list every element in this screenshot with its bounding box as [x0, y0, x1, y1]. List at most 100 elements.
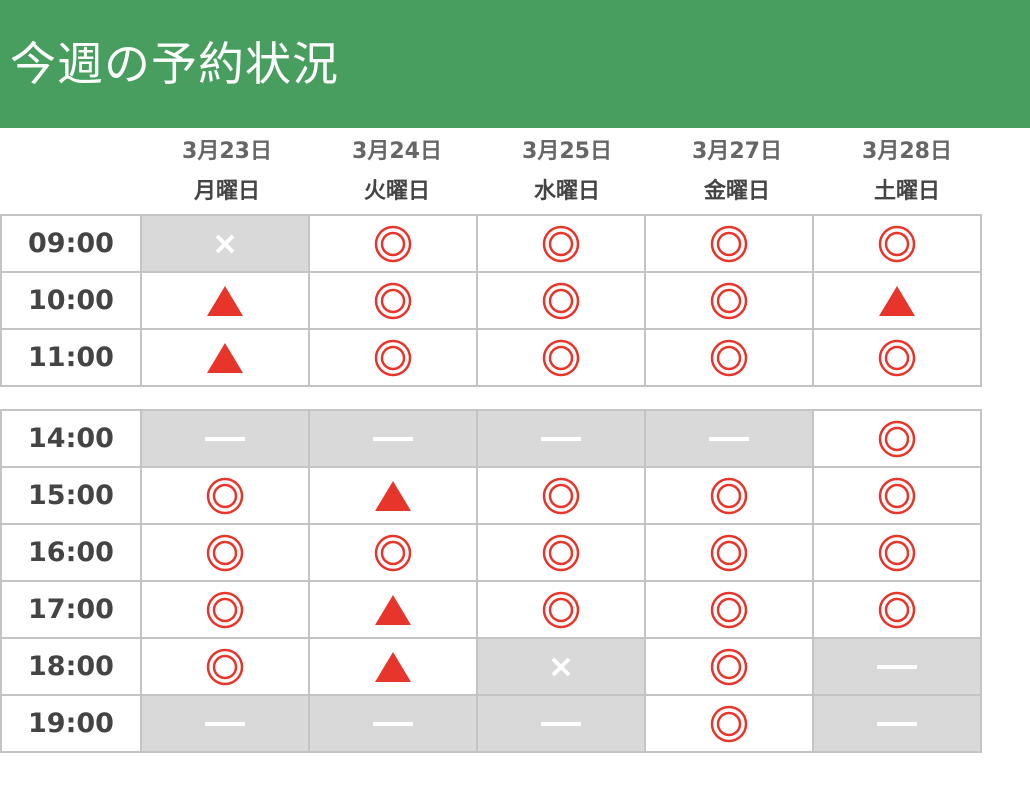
dash-icon	[205, 436, 245, 441]
slot-cell-double-circle[interactable]	[644, 580, 814, 639]
time-label: 18:00	[0, 637, 142, 696]
slot-cell-double-circle[interactable]	[812, 214, 982, 273]
slot-cell-cross	[140, 214, 310, 273]
slot-cell-double-circle[interactable]	[308, 214, 478, 273]
double-circle-icon	[374, 282, 412, 319]
double-circle-icon	[206, 648, 244, 685]
double-circle-icon	[542, 282, 580, 319]
slot-cell-double-circle[interactable]	[644, 271, 814, 330]
slot-cell-double-circle[interactable]	[644, 466, 814, 525]
slot-cell-double-circle[interactable]	[644, 694, 814, 753]
double-circle-icon	[710, 225, 748, 262]
time-slot-row: 14:00	[0, 409, 982, 468]
day-header: 3月25日水曜日	[482, 132, 652, 212]
day-weekday: 月曜日	[193, 179, 260, 204]
triangle-icon	[375, 594, 411, 625]
dash-icon	[541, 436, 581, 441]
slot-cell-double-circle[interactable]	[140, 637, 310, 696]
page-title: 今週の予約状況	[10, 37, 339, 91]
slot-cell-double-circle[interactable]	[476, 580, 646, 639]
slot-cell-double-circle[interactable]	[812, 580, 982, 639]
double-circle-icon	[206, 534, 244, 571]
double-circle-icon	[374, 339, 412, 376]
time-label: 15:00	[0, 466, 142, 525]
day-weekday: 水曜日	[533, 179, 600, 204]
time-label: 09:00	[0, 214, 142, 273]
dash-icon	[205, 721, 245, 726]
double-circle-icon	[542, 534, 580, 571]
double-circle-icon	[542, 477, 580, 514]
slot-cell-double-circle[interactable]	[476, 214, 646, 273]
time-slot-row: 16:00	[0, 523, 982, 582]
slot-cell-dash	[140, 409, 310, 468]
slot-cell-dash	[644, 409, 814, 468]
slot-cell-double-circle[interactable]	[140, 466, 310, 525]
time-slot-row: 10:00	[0, 271, 982, 330]
triangle-icon	[207, 285, 243, 316]
time-slot-row: 11:00	[0, 328, 982, 387]
slot-cell-double-circle[interactable]	[812, 409, 982, 468]
time-label: 11:00	[0, 328, 142, 387]
day-date: 3月23日	[182, 139, 272, 164]
slot-cell-double-circle[interactable]	[644, 637, 814, 696]
slot-cell-double-circle[interactable]	[644, 328, 814, 387]
day-header: 3月23日月曜日	[142, 132, 312, 212]
slot-cell-double-circle[interactable]	[644, 214, 814, 273]
double-circle-icon	[878, 591, 916, 628]
triangle-icon	[207, 342, 243, 373]
slot-cell-triangle[interactable]	[308, 466, 478, 525]
slot-cell-dash	[812, 694, 982, 753]
slot-cell-double-circle[interactable]	[476, 523, 646, 582]
day-date: 3月25日	[522, 139, 612, 164]
slot-cell-double-circle[interactable]	[308, 328, 478, 387]
slot-cell-double-circle[interactable]	[812, 466, 982, 525]
slot-cell-double-circle[interactable]	[308, 523, 478, 582]
day-date: 3月28日	[862, 139, 952, 164]
slot-cell-double-circle[interactable]	[812, 328, 982, 387]
slot-cell-double-circle[interactable]	[476, 466, 646, 525]
dash-icon	[541, 721, 581, 726]
double-circle-icon	[710, 477, 748, 514]
header-bar: 今週の予約状況	[0, 0, 1030, 128]
slot-cell-dash	[308, 409, 478, 468]
slot-cell-double-circle[interactable]	[476, 328, 646, 387]
slot-cell-double-circle[interactable]	[644, 523, 814, 582]
double-circle-icon	[542, 225, 580, 262]
slot-cell-triangle[interactable]	[140, 328, 310, 387]
afternoon-schedule-table: 14:00 15:00 16:00 17:00 18:00 19:00	[0, 409, 982, 753]
triangle-icon	[375, 480, 411, 511]
time-label: 14:00	[0, 409, 142, 468]
time-slot-row: 15:00	[0, 466, 982, 525]
double-circle-icon	[878, 339, 916, 376]
slot-cell-triangle[interactable]	[812, 271, 982, 330]
slot-cell-double-circle[interactable]	[140, 523, 310, 582]
time-label: 17:00	[0, 580, 142, 639]
double-circle-icon	[710, 591, 748, 628]
slot-cell-triangle[interactable]	[308, 580, 478, 639]
slot-cell-double-circle[interactable]	[812, 523, 982, 582]
time-slot-row: 18:00	[0, 637, 982, 696]
slot-cell-dash	[308, 694, 478, 753]
time-label: 10:00	[0, 271, 142, 330]
dash-icon	[877, 664, 917, 669]
slot-cell-triangle[interactable]	[140, 271, 310, 330]
double-circle-icon	[710, 339, 748, 376]
double-circle-icon	[878, 225, 916, 262]
slot-cell-double-circle[interactable]	[476, 271, 646, 330]
time-slot-row: 17:00	[0, 580, 982, 639]
double-circle-icon	[206, 591, 244, 628]
slot-cell-double-circle[interactable]	[140, 580, 310, 639]
slot-cell-triangle[interactable]	[308, 637, 478, 696]
double-circle-icon	[878, 477, 916, 514]
day-weekday: 土曜日	[873, 179, 940, 204]
day-date: 3月24日	[352, 139, 442, 164]
double-circle-icon	[542, 339, 580, 376]
slot-cell-dash	[476, 409, 646, 468]
double-circle-icon	[374, 225, 412, 262]
time-slot-row: 09:00	[0, 214, 982, 273]
dash-icon	[373, 436, 413, 441]
slot-cell-dash	[140, 694, 310, 753]
slot-cell-double-circle[interactable]	[308, 271, 478, 330]
slot-cell-cross	[476, 637, 646, 696]
day-weekday: 金曜日	[703, 179, 770, 204]
